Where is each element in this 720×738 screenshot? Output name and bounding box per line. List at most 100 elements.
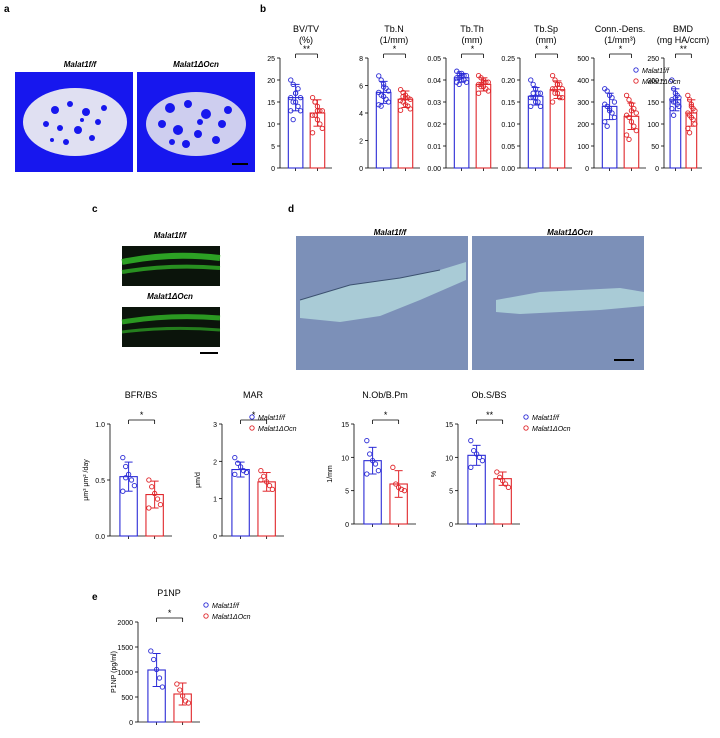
tbn-point <box>376 73 382 79</box>
bvtv-point <box>290 81 296 88</box>
conn-sig-label: * <box>619 44 623 54</box>
mar-point <box>235 460 241 466</box>
bfrbs-ylabel: μm³ μm² /day <box>83 459 90 501</box>
mar-ylabel: μm/d <box>195 472 202 488</box>
legend-label-ocn-b: Malat1ΔOcn <box>642 79 681 86</box>
tbsp-point <box>530 81 536 88</box>
nob-point <box>398 486 405 492</box>
microct-image-ocn <box>137 72 255 172</box>
legend-marker-ocn-b <box>633 78 639 84</box>
tbn-point <box>380 84 387 90</box>
conn-point <box>611 114 618 121</box>
fluorescence-image-ff <box>121 246 221 286</box>
conn-point <box>626 97 632 103</box>
tbn-point <box>402 95 409 101</box>
bmd-point <box>672 94 679 101</box>
nob-point <box>364 438 370 444</box>
mar-point <box>232 454 238 461</box>
obs-ytick-label: 0 <box>449 522 453 529</box>
bvtv-point <box>309 112 316 118</box>
nob-point <box>369 458 376 464</box>
tbth-ytick-label: 0.02 <box>427 122 441 129</box>
tbth-point <box>475 90 482 96</box>
tbth-unit: (mm) <box>462 35 483 45</box>
tbsp-point <box>552 86 558 92</box>
tbn-point <box>385 99 392 105</box>
conn-ytick-label: 400 <box>577 78 589 85</box>
p1np-ytick-label: 2000 <box>117 620 133 627</box>
legend-label-ocn-bfr: Malat1ΔOcn <box>258 426 297 433</box>
panel-letter-e: e <box>92 592 98 603</box>
obs-point <box>494 469 500 475</box>
microct-image-ff <box>15 72 133 172</box>
tbn-point <box>380 81 387 87</box>
tbth-point <box>456 81 462 88</box>
nob-ytick-label: 5 <box>345 489 349 496</box>
tbn-ytick-label: 6 <box>359 84 363 91</box>
tbn-ytick-label: 2 <box>359 139 363 146</box>
mar-sig-label: * <box>252 410 256 420</box>
bfrbs-point <box>123 475 129 481</box>
bmd-point <box>690 116 696 123</box>
p1np-ytick-label: 1000 <box>117 670 133 677</box>
bfrbs-point <box>120 454 126 461</box>
bmd-point <box>676 103 682 110</box>
bfrbs-point <box>151 490 158 497</box>
bvtv-point <box>292 90 299 96</box>
tbn-sig-label: * <box>393 44 397 54</box>
conn-point <box>606 108 613 114</box>
mar-point <box>266 482 273 489</box>
bfrbs-point <box>146 477 152 483</box>
histology-image-ocn <box>472 236 644 370</box>
tbsp-point <box>549 86 556 92</box>
tbth-point <box>463 79 470 85</box>
mar-point <box>258 477 264 483</box>
legend-label-ocn-ob: Malat1ΔOcn <box>532 426 571 433</box>
obs-point <box>468 464 474 470</box>
p1np-ylabel: P1NP (pg/ml) <box>111 651 118 693</box>
obs-ytick-label: 15 <box>445 422 453 429</box>
obs-ytick-label: 5 <box>449 489 453 496</box>
bmd-unit: (mg HA/ccm) <box>657 35 710 45</box>
fluor-ocn-caption: Malat1ΔOcn <box>147 292 193 301</box>
bvtv-point <box>295 86 301 92</box>
nob-point <box>390 464 396 470</box>
tbsp-unit: (mm) <box>536 35 557 45</box>
mar-title: MAR <box>243 390 264 400</box>
conn-point <box>623 92 630 99</box>
conn-point <box>633 127 639 134</box>
conn-point <box>628 101 635 107</box>
tbth-title: Tb.Th <box>460 24 484 34</box>
tbn-point <box>378 103 384 109</box>
tbsp-bar-ocn <box>549 89 566 169</box>
tbsp-ytick-label: 0.25 <box>501 56 515 63</box>
mar-point <box>261 473 267 479</box>
p1np-sig-label: * <box>168 608 172 618</box>
bvtv-point <box>297 94 304 101</box>
nob-point <box>372 461 379 467</box>
tbth-point <box>458 72 465 79</box>
p1np-point <box>156 675 163 681</box>
bfrbs-point <box>131 482 138 489</box>
mar-point <box>258 468 264 474</box>
tbsp-point <box>528 103 534 110</box>
tbsp-ytick-label: 0.00 <box>501 166 515 173</box>
legend-marker-ocn-bfr <box>249 425 255 431</box>
tbsp-point <box>559 94 565 101</box>
bfrbs-point <box>154 496 161 502</box>
bvtv-point <box>288 77 294 83</box>
tbsp-point <box>552 77 558 83</box>
tbth-sig-label: * <box>471 44 475 54</box>
tbsp-point <box>528 94 534 101</box>
conn-point <box>628 119 635 125</box>
conn-ytick-label: 500 <box>577 56 589 63</box>
p1np-title: P1NP <box>157 588 181 598</box>
obs-point <box>468 438 474 444</box>
bvtv-ytick-label: 0 <box>271 166 275 173</box>
conn-point <box>604 88 610 94</box>
tbn-point <box>397 86 404 93</box>
mar-bar-ff <box>231 468 250 537</box>
tbsp-point <box>557 81 563 88</box>
tbth-point <box>483 79 489 85</box>
obs-ylabel: % <box>431 471 438 477</box>
